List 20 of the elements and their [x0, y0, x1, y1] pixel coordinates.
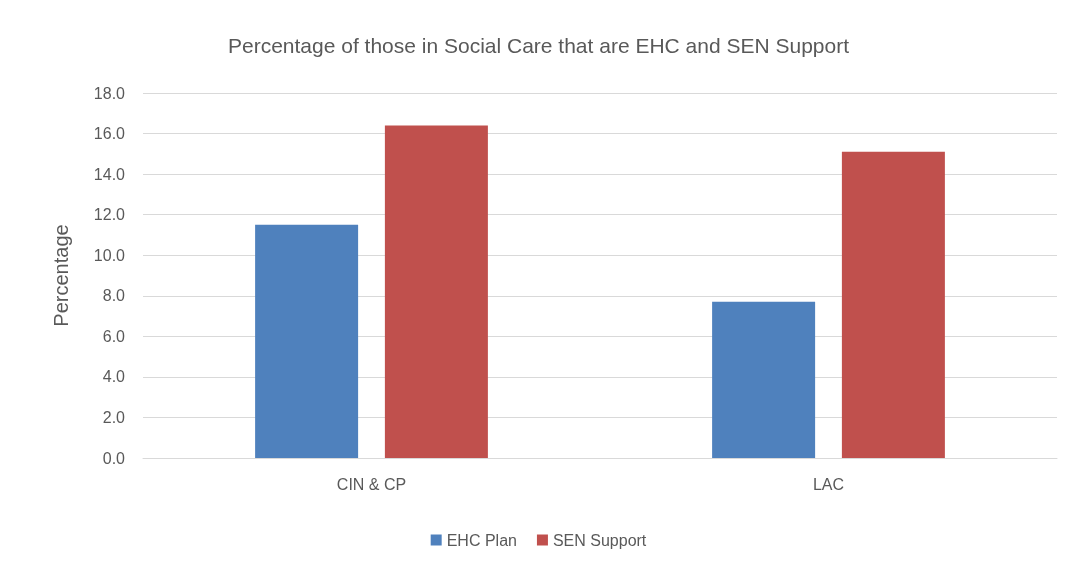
y-tick-label: 10.0 — [93, 246, 126, 264]
y-tick-label: 8.0 — [102, 287, 126, 305]
y-tick-label: 6.0 — [102, 327, 126, 345]
y-tick-label: 2.0 — [102, 408, 126, 426]
y-axis-title: Percentage — [50, 224, 72, 327]
legend-label: EHC Plan — [446, 531, 517, 549]
x-tick-label: LAC — [812, 475, 845, 493]
y-tick-label: 12.0 — [93, 206, 126, 224]
y-tick-label: 16.0 — [93, 125, 126, 143]
y-tick-label: 18.0 — [93, 84, 126, 102]
bar — [384, 125, 488, 458]
bar — [712, 301, 816, 458]
chart-title: Percentage of those in Social Care that are EHC and SEN Support — [227, 34, 850, 57]
x-tick-label: CIN & CP — [336, 475, 407, 493]
y-tick-label: 4.0 — [102, 368, 126, 386]
y-tick-label: 0.0 — [102, 449, 126, 467]
bar — [841, 151, 945, 458]
bar — [255, 224, 359, 458]
y-tick-label: 14.0 — [93, 165, 126, 183]
legend-label: SEN Support — [552, 531, 647, 549]
